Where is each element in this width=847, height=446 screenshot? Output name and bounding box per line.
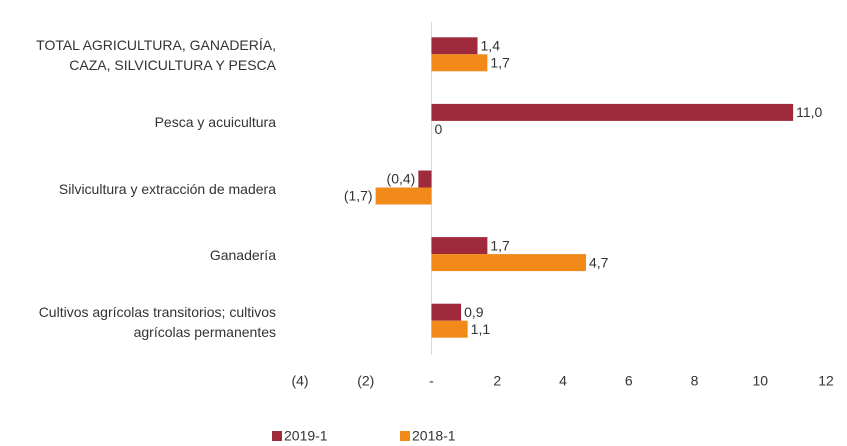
bar bbox=[375, 187, 432, 205]
legend-swatch bbox=[400, 431, 410, 441]
x-tick-label: 12 bbox=[818, 373, 834, 389]
x-tick-label: 8 bbox=[691, 373, 699, 389]
value-label: 4,7 bbox=[589, 254, 609, 270]
bar bbox=[431, 254, 587, 272]
value-label: (1,7) bbox=[344, 188, 373, 204]
x-tick-label: (2) bbox=[357, 373, 374, 389]
y-tick-label: TOTAL AGRICULTURA, GANADERÍA, CAZA, SILV… bbox=[36, 37, 276, 74]
y-tick-label: Pesca y acuicultura bbox=[154, 113, 276, 130]
y-tick-label: Silvicultura y extracción de madera bbox=[58, 180, 276, 197]
bar bbox=[418, 170, 432, 188]
bar bbox=[431, 320, 468, 338]
bar bbox=[431, 103, 794, 121]
value-label: 11,0 bbox=[796, 104, 822, 120]
bar bbox=[431, 303, 462, 321]
legend-label: 2018-1 bbox=[412, 428, 456, 444]
value-label: 0 bbox=[435, 121, 443, 137]
y-tick-label: Cultivos agrícolas transitorios; cultivo… bbox=[38, 303, 276, 340]
x-tick-label: 10 bbox=[752, 373, 768, 389]
x-tick-label: 2 bbox=[493, 373, 501, 389]
x-tick-label: - bbox=[429, 373, 434, 389]
value-label: (0,4) bbox=[387, 171, 416, 187]
y-tick-label: Ganadería bbox=[209, 247, 276, 264]
legend-swatch bbox=[272, 431, 282, 441]
legend-label: 2019-1 bbox=[284, 428, 328, 444]
bar bbox=[431, 37, 478, 55]
x-tick-label: 4 bbox=[559, 373, 567, 389]
bar bbox=[431, 237, 488, 255]
value-label: 1,7 bbox=[490, 237, 510, 253]
value-label: 0,9 bbox=[464, 304, 484, 320]
value-label: 1,7 bbox=[490, 55, 510, 71]
x-tick-label: 6 bbox=[625, 373, 633, 389]
value-label: 1,1 bbox=[471, 321, 491, 337]
value-label: 1,4 bbox=[481, 38, 501, 54]
x-tick-label: (4) bbox=[291, 373, 308, 389]
bar bbox=[431, 54, 488, 72]
